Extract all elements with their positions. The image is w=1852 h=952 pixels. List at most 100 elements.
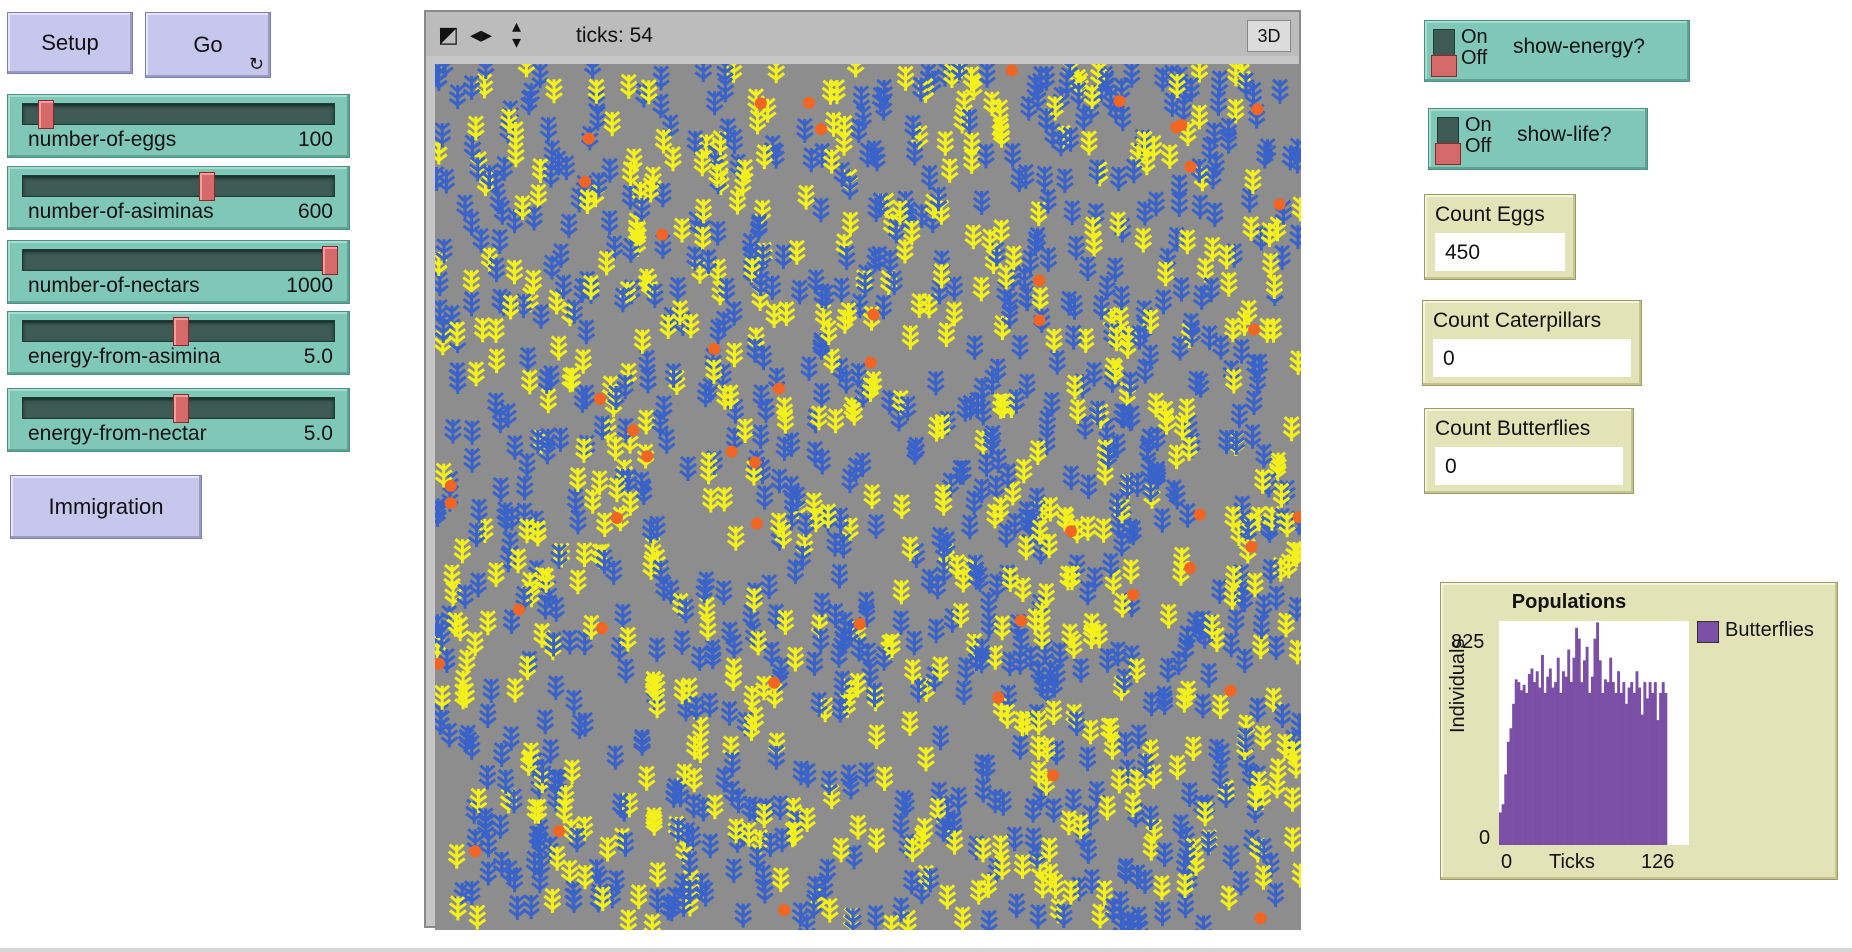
switch-show-life[interactable]: On Off show-life? — [1428, 108, 1648, 170]
egg — [1248, 323, 1261, 336]
switch-show-energy[interactable]: On Off show-energy? — [1424, 20, 1690, 82]
wrap-icon[interactable]: ◩ — [438, 22, 459, 47]
asimina-plant — [1235, 586, 1254, 613]
asimina-plant — [806, 408, 825, 434]
nectar-plant — [993, 854, 1011, 880]
asimina-plant — [849, 117, 868, 144]
histogram-bar — [1514, 679, 1518, 845]
slider-knob[interactable] — [37, 100, 54, 129]
asimina-plant — [462, 291, 481, 317]
asimina-plant — [456, 194, 474, 220]
histogram-bar — [1522, 684, 1526, 845]
asimina-plant — [508, 894, 527, 920]
asimina-plant — [826, 602, 845, 628]
nectar-plant — [467, 115, 485, 141]
asimina-plant — [846, 457, 865, 483]
nectar-plant — [1260, 221, 1279, 247]
slider-label: number-of-eggs — [28, 128, 177, 151]
asimina-plant — [988, 573, 1006, 599]
asimina-plant — [1064, 324, 1083, 350]
nectar-plant — [1244, 168, 1262, 194]
nectar-plant — [1264, 317, 1283, 343]
asimina-plant — [1204, 164, 1222, 190]
slider-track[interactable] — [22, 175, 335, 197]
asimina-plant — [541, 738, 560, 764]
asimina-plant — [1042, 391, 1061, 417]
nectar-plant — [582, 274, 600, 300]
horizontal-wrap-icon[interactable]: ◂▸ — [470, 22, 493, 47]
switch-knob[interactable] — [1435, 143, 1461, 165]
slider-energy-from-asimina[interactable]: energy-from-asimina 5.0 — [7, 311, 350, 375]
asimina-plant — [912, 202, 931, 229]
asimina-plant — [944, 811, 963, 837]
slider-energy-from-nectar[interactable]: energy-from-nectar 5.0 — [7, 388, 350, 452]
slider-knob[interactable] — [172, 317, 189, 346]
asimina-plant — [1007, 892, 1026, 918]
histogram-bar — [1577, 638, 1581, 845]
world-canvas[interactable] — [435, 64, 1301, 930]
egg — [1127, 588, 1140, 601]
asimina-plant — [1267, 634, 1285, 660]
histogram-bar — [1530, 668, 1534, 845]
slider-number-of-nectars[interactable]: number-of-nectars 1000 — [7, 240, 350, 304]
switch-knob[interactable] — [1431, 55, 1457, 77]
asimina-plant — [522, 893, 540, 920]
asimina-plant — [983, 424, 1002, 450]
asimina-plant — [974, 400, 993, 426]
nectar-plant — [705, 794, 724, 820]
nectar-plant — [755, 675, 773, 701]
plot-area — [1499, 621, 1689, 845]
nectar-plant — [1190, 104, 1209, 130]
vertical-wrap-icon[interactable]: ▴ ▾ — [512, 16, 522, 52]
asimina-plant — [898, 395, 917, 421]
nectar-plant — [1196, 257, 1215, 283]
slider-number-of-eggs[interactable]: number-of-eggs 100 — [7, 94, 350, 158]
slider-track[interactable] — [22, 103, 335, 125]
slider-knob[interactable] — [199, 172, 216, 201]
asimina-plant — [1159, 657, 1177, 683]
asimina-plant — [850, 636, 869, 662]
nectar-plant — [1135, 130, 1154, 156]
asimina-plant — [1039, 246, 1058, 272]
slider-track[interactable] — [22, 249, 335, 271]
setup-button[interactable]: Setup — [7, 12, 133, 74]
asimina-plant — [980, 612, 998, 638]
3d-button[interactable]: 3D — [1247, 20, 1291, 52]
go-button[interactable]: Go ↻ — [145, 12, 271, 78]
asimina-plant — [997, 522, 1016, 548]
bottom-border — [0, 948, 1852, 952]
asimina-plant — [1097, 69, 1116, 96]
nectar-plant — [1045, 327, 1063, 353]
asimina-plant — [1222, 632, 1241, 658]
asimina-plant — [684, 793, 703, 819]
nectar-plant — [1226, 98, 1245, 124]
slider-knob[interactable] — [172, 394, 189, 423]
asimina-plant — [714, 579, 733, 605]
nectar-plant — [519, 750, 538, 776]
slider-number-of-asiminas[interactable]: number-of-asiminas 600 — [7, 166, 350, 230]
nectar-plant — [506, 120, 525, 146]
asimina-plant — [544, 631, 563, 657]
asimina-plant — [532, 303, 550, 329]
asimina-plant — [501, 531, 519, 557]
nectar-plant — [755, 802, 774, 828]
asimina-plant — [491, 408, 510, 434]
asimina-plant — [536, 709, 555, 735]
nectar-plant — [892, 493, 911, 519]
nectar-plant — [938, 884, 957, 910]
slider-knob[interactable] — [322, 246, 338, 275]
immigration-button[interactable]: Immigration — [10, 475, 202, 539]
asimina-plant — [1109, 641, 1127, 667]
asimina-plant — [751, 423, 770, 449]
asimina-plant — [725, 426, 744, 452]
nectar-plant — [1224, 565, 1243, 591]
asimina-plant — [700, 692, 719, 718]
nectar-plant — [698, 615, 717, 641]
asimina-plant — [1178, 502, 1197, 528]
nectar-plant — [983, 90, 1001, 116]
asimina-plant — [1176, 892, 1195, 919]
nectar-plant — [675, 763, 694, 789]
histogram-bar — [1622, 682, 1626, 845]
nectar-plant — [479, 610, 497, 636]
asimina-plant — [902, 869, 921, 895]
